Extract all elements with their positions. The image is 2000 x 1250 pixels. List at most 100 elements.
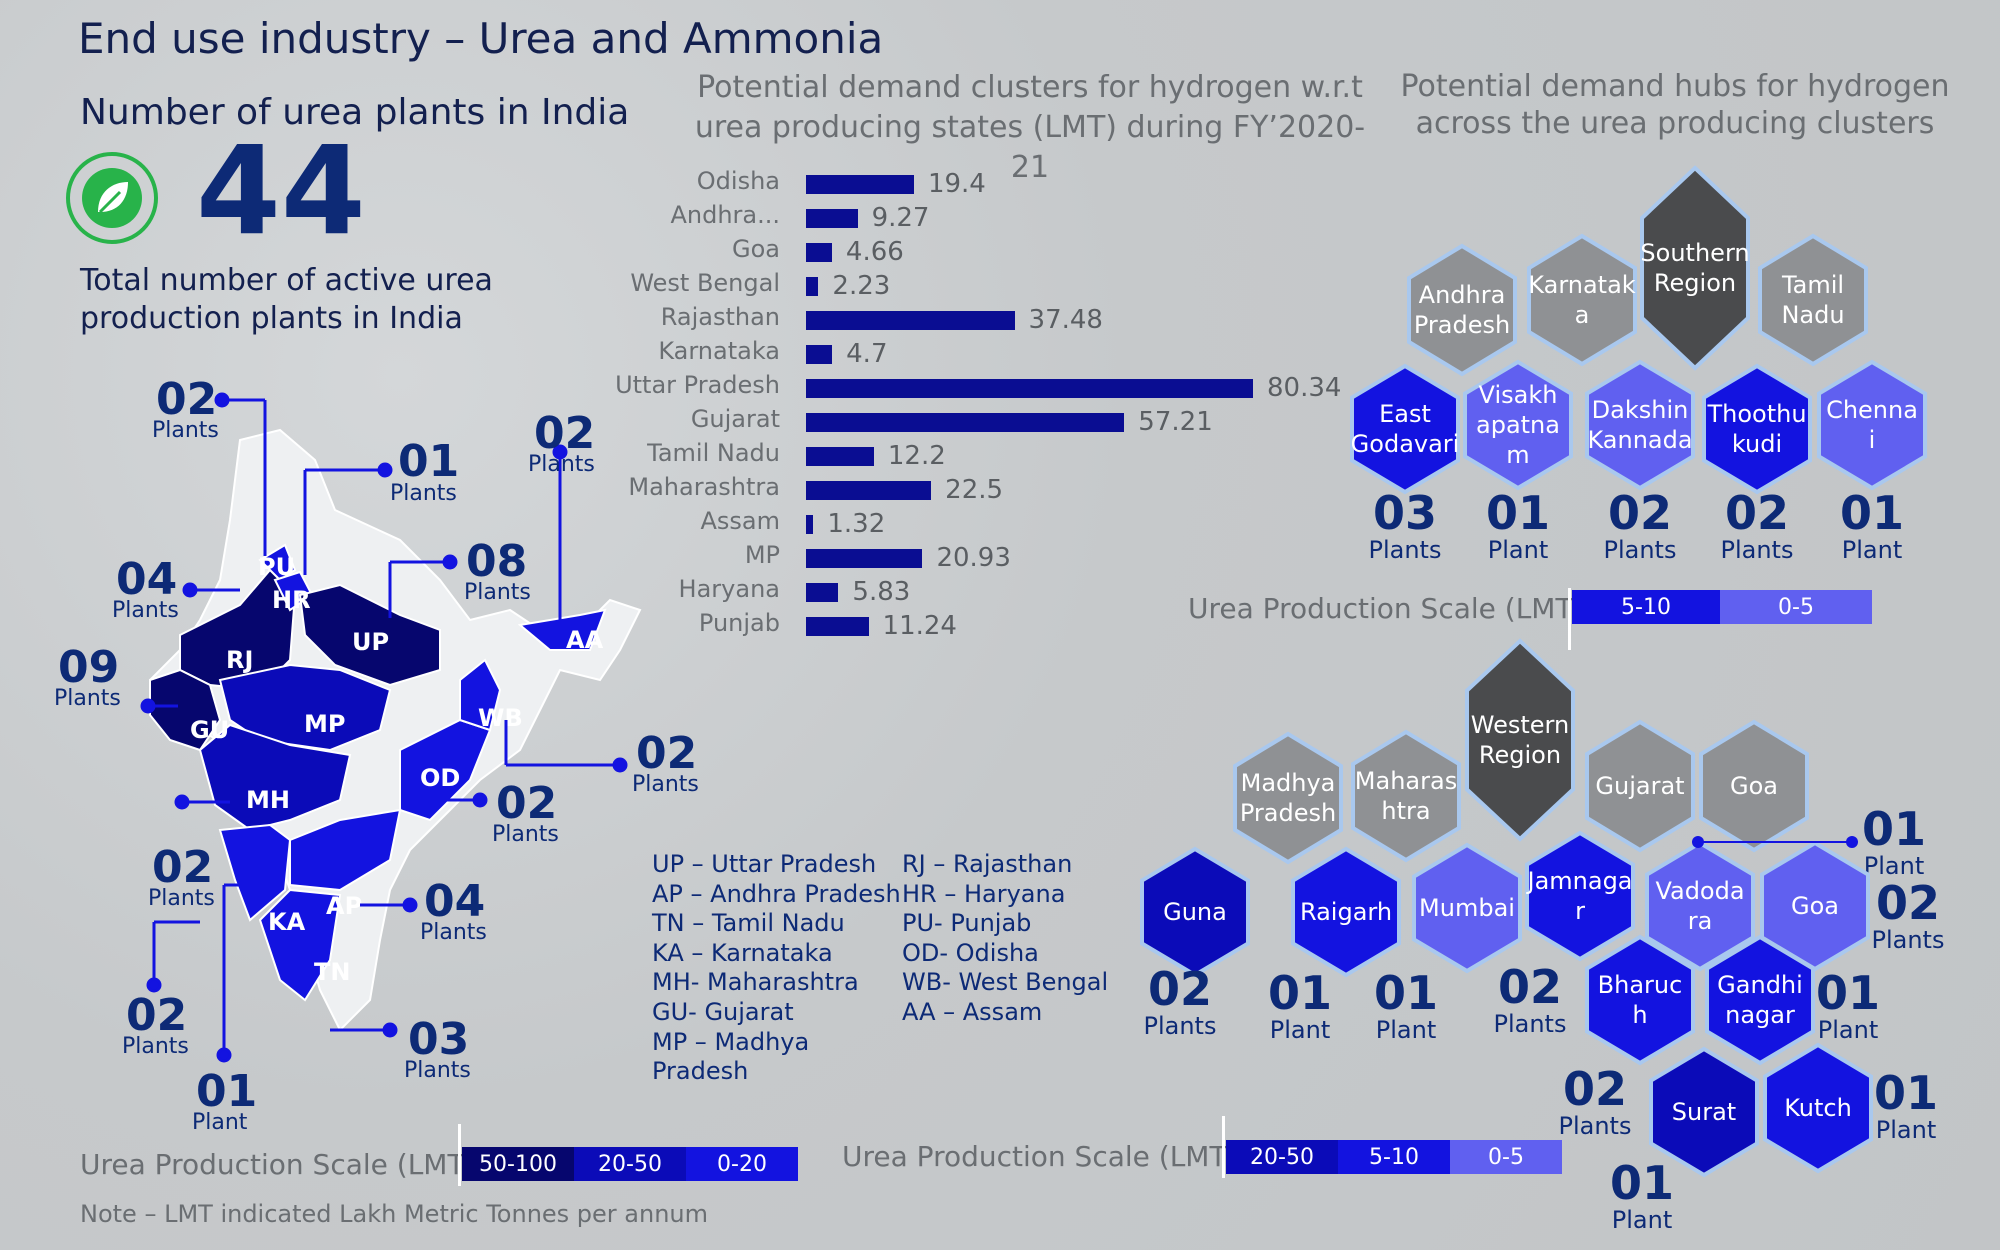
map-count-up: 08: [466, 536, 528, 587]
bar-label: Punjab: [698, 609, 780, 637]
southern-state-label: Karnatak a: [1528, 271, 1636, 329]
western-hub-count-label: Plants: [1143, 1012, 1217, 1040]
western-hub-count-label: Plant: [1863, 852, 1925, 880]
western-hub-hex: [1645, 840, 1755, 972]
bar-label: Goa: [732, 235, 780, 263]
bar-label: MP: [744, 541, 780, 569]
page-title: End use industry – Urea and Ammonia: [78, 14, 884, 63]
map-label-karnataka: Plants: [122, 1034, 189, 1059]
western-state-label: Maharas htra: [1354, 767, 1458, 825]
state-abbr-rj: RJ: [226, 646, 254, 674]
southern-hub-count-label: Plants: [1368, 536, 1442, 564]
map-count-south-extra: 01: [196, 1066, 258, 1117]
bar: [806, 345, 833, 364]
bar-label: West Bengal: [630, 269, 780, 297]
abbreviation-legend-left: UP – Uttar Pradesh AP – Andhra Pradesh T…: [652, 850, 901, 1087]
western-hub-hex: [1525, 830, 1635, 962]
southern-state-hex: [1527, 233, 1637, 367]
southern-state-hex: [1758, 233, 1868, 367]
bar-value-label: 37.48: [1028, 305, 1103, 335]
southern-region-label: Southern Region: [1640, 239, 1750, 297]
southern-hub-count-label: Plant: [1841, 536, 1903, 564]
map-label-up: Plants: [464, 580, 531, 605]
bar-label: Rajasthan: [660, 303, 780, 331]
western-scale-segment: 0-5: [1450, 1140, 1562, 1174]
western-hub-count-label: Plant: [1817, 1016, 1879, 1044]
southern-hub-hex: [1585, 359, 1695, 491]
western-scale-divider: [1222, 1116, 1225, 1178]
western-hub-label: Goa: [1791, 892, 1839, 920]
western-hub-count: 02: [1562, 1062, 1627, 1116]
bar-value-label: 57.21: [1138, 407, 1213, 437]
southern-hub-count: 01: [1839, 486, 1904, 540]
abbr-item: MH- Maharashtra: [652, 968, 859, 997]
western-hub-label: Mumbai: [1419, 894, 1515, 922]
western-hub-label: Kutch: [1784, 1094, 1852, 1122]
western-state-label: Gujarat: [1595, 772, 1685, 800]
bar: [806, 209, 858, 228]
southern-hub-label: Dakshin Kannada: [1587, 396, 1693, 454]
abbr-item: RJ – Rajasthan: [902, 850, 1073, 878]
southern-region-hex: [1640, 165, 1750, 371]
bar-value-label: 4.7: [846, 339, 888, 369]
western-hub-label: Jamnaga r: [1527, 867, 1633, 925]
southern-scale-bar: 5-10 0-5: [1572, 590, 1872, 624]
bar-value-label: 80.34: [1267, 373, 1342, 403]
bar-label: Uttar Pradesh: [615, 371, 780, 399]
map-count-wb: 02: [636, 728, 698, 779]
southern-scale-label: Urea Production Scale (LMT): [1188, 592, 1584, 625]
subtitle: Number of urea plants in India: [80, 92, 630, 133]
western-state-hex: [1585, 719, 1695, 853]
abbreviation-legend-right: RJ – Rajasthan HR – Haryana PU- Punjab O…: [902, 850, 1108, 1028]
bar-value-label: 19.4: [927, 169, 986, 199]
abbr-item: UP – Uttar Pradesh: [652, 850, 877, 878]
abbr-item: HR – Haryana: [902, 879, 1066, 908]
state-abbr-tn: TN: [314, 958, 351, 986]
western-hub-count-label: Plant: [1875, 1116, 1937, 1144]
western-hub-hex: [1705, 934, 1815, 1066]
state-abbr-mh: MH: [246, 786, 290, 814]
southern-scale-segment: 0-5: [1720, 590, 1872, 624]
southern-hub-hex: [1463, 359, 1573, 491]
western-state-label: Madhya Pradesh: [1239, 769, 1337, 827]
western-hub-hex: [1763, 1042, 1873, 1174]
bar-value-label: 1.32: [827, 509, 886, 539]
western-hub-count: 01: [1373, 966, 1438, 1020]
southern-hub-count-label: Plants: [1720, 536, 1794, 564]
abbr-item: PU- Punjab: [902, 909, 1032, 938]
bar-label: Maharashtra: [628, 473, 780, 501]
western-hub-label: Surat: [1671, 1098, 1737, 1126]
bar-label: Assam: [700, 507, 780, 535]
map-count-ap: 04: [424, 876, 486, 927]
india-map: [148, 428, 642, 1032]
southern-hub-hex: [1817, 359, 1927, 491]
leaf-icon: [66, 152, 158, 244]
map-label-odisha: Plants: [492, 822, 559, 847]
western-scale-segment: 5-10: [1338, 1140, 1450, 1174]
western-hub-count-label: Plants: [1558, 1112, 1632, 1140]
state-abbr-pu: PU: [258, 553, 296, 581]
vadodara-callout-line: [1692, 836, 1858, 848]
state-abbr-mp: MP: [304, 710, 346, 738]
western-hub-count-label: Plant: [1611, 1206, 1673, 1234]
abbr-item: GU- Gujarat: [652, 997, 794, 1026]
bar-value-label: 2.23: [832, 271, 891, 301]
western-state-label: Goa: [1730, 772, 1778, 800]
western-hub-hex: [1291, 846, 1401, 978]
bar: [806, 243, 832, 262]
western-region-hex: [1465, 638, 1575, 842]
southern-state-label: Tamil Nadu: [1781, 271, 1845, 329]
map-count-gujarat: 09: [58, 642, 120, 693]
bar: [806, 413, 1125, 432]
western-hub-hex: [1412, 842, 1522, 974]
western-hub-count: 02: [1147, 962, 1212, 1016]
southern-state-label: Andhra Pradesh: [1413, 281, 1511, 339]
bar-chart-title: Potential demand clusters for hydrogen w…: [694, 70, 1366, 185]
state-abbr-hr: HR: [272, 586, 311, 614]
abbr-item: TN – Tamil Nadu: [652, 909, 845, 938]
bar-label: Karnataka: [658, 337, 780, 365]
map-label-punjab: Plants: [152, 418, 219, 443]
bar: [806, 311, 1015, 330]
map-count-haryana: 01: [398, 436, 460, 487]
